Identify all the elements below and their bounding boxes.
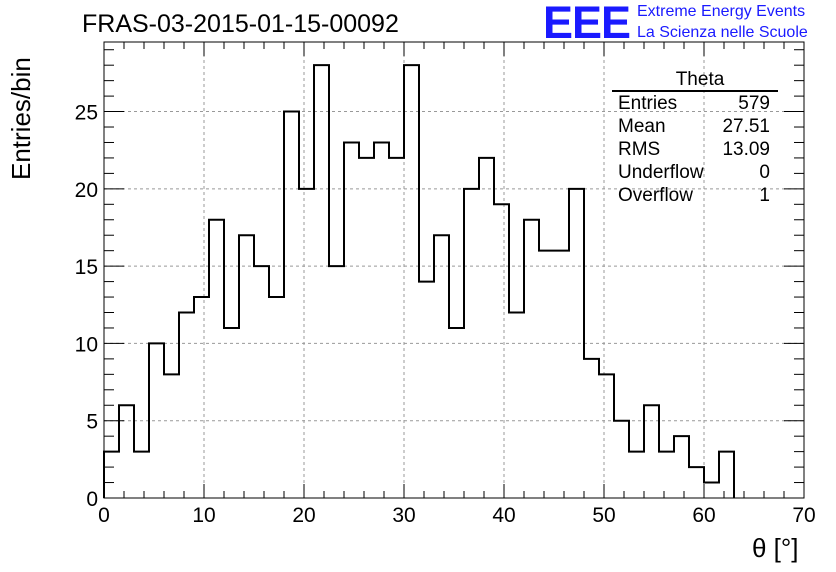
histogram-bin xyxy=(134,452,149,498)
stats-value: 13.09 xyxy=(722,139,770,160)
histogram-bin xyxy=(479,158,494,498)
x-tick-label: 30 xyxy=(392,504,415,527)
stats-row-rms: RMS 13.09 xyxy=(612,138,778,161)
histogram-bin xyxy=(389,158,404,498)
histogram-bin xyxy=(464,189,479,498)
histogram-bin xyxy=(719,452,734,498)
histogram-bin xyxy=(509,313,524,498)
y-tick-label: 10 xyxy=(75,333,98,356)
stats-label: RMS xyxy=(618,139,661,160)
histogram-bin xyxy=(194,297,209,498)
y-tick-label: 0 xyxy=(86,488,98,511)
stats-row-overflow: Overflow 1 xyxy=(612,184,778,207)
stats-title: Theta xyxy=(612,70,778,92)
y-tick-label: 5 xyxy=(86,411,98,434)
histogram-bin xyxy=(419,282,434,498)
stats-value: 1 xyxy=(759,185,770,206)
histogram-bin xyxy=(674,436,689,498)
x-tick-label: 50 xyxy=(592,504,615,527)
histogram-bin xyxy=(149,343,164,498)
histogram-bin xyxy=(119,405,134,498)
histogram-bin xyxy=(224,328,239,498)
stats-row-mean: Mean 27.51 xyxy=(612,115,778,138)
stats-label: Overflow xyxy=(618,185,693,206)
histogram-bin xyxy=(209,220,224,498)
histogram-bin xyxy=(524,220,539,498)
stats-box: Theta Entries 579 Mean 27.51 RMS 13.09 U… xyxy=(612,70,778,207)
stats-label: Underflow xyxy=(618,162,704,183)
histogram-bin xyxy=(239,235,254,498)
histogram-bin xyxy=(704,483,719,498)
histogram-bin xyxy=(329,266,344,498)
histogram-bin xyxy=(584,359,599,498)
histogram-bin xyxy=(104,452,119,498)
histogram-bin xyxy=(614,421,629,498)
plot-frame xyxy=(103,41,805,499)
histogram-bin xyxy=(164,374,179,498)
stats-value: 579 xyxy=(738,93,770,114)
eee-logo: EEE xyxy=(543,0,631,48)
histogram-bin xyxy=(554,251,569,498)
histogram-bin xyxy=(629,452,644,498)
stats-row-underflow: Underflow 0 xyxy=(612,161,778,184)
histogram-bin xyxy=(434,235,449,498)
histogram-outline xyxy=(103,64,735,498)
y-tick-label: 20 xyxy=(75,179,98,202)
stats-label: Mean xyxy=(618,116,666,137)
histogram-bin xyxy=(539,251,554,498)
histogram-bin xyxy=(644,405,659,498)
histogram-bin xyxy=(404,65,419,498)
histogram-bin xyxy=(179,313,194,498)
logo-subtitle-line2: La Scienza nelle Scuole xyxy=(637,24,808,41)
stats-value: 0 xyxy=(759,162,770,183)
histogram-bin xyxy=(494,204,509,498)
x-tick-label: 60 xyxy=(692,504,715,527)
y-axis-label: Entries/bin xyxy=(6,57,36,180)
histogram-bin xyxy=(344,142,359,498)
logo-subtitle-line1: Extreme Energy Events xyxy=(637,3,806,20)
stats-label: Entries xyxy=(618,93,678,114)
histogram-bin xyxy=(254,266,269,498)
histogram-bin xyxy=(374,142,389,498)
x-tick-label: 10 xyxy=(192,504,215,527)
histogram-bin xyxy=(269,297,284,498)
stats-row-entries: Entries 579 xyxy=(612,92,778,115)
histogram-bin xyxy=(299,189,314,498)
histogram-bin xyxy=(284,112,299,498)
histogram-bin xyxy=(599,374,614,498)
stats-value: 27.51 xyxy=(722,116,770,137)
histogram-bin xyxy=(689,467,704,498)
x-tick-label: 40 xyxy=(492,504,515,527)
x-tick-label: 70 xyxy=(792,504,815,527)
histogram-bin xyxy=(359,158,374,498)
y-tick-label: 25 xyxy=(75,102,98,125)
run-title: FRAS-03-2015-01-15-00092 xyxy=(82,10,399,38)
histogram-bin xyxy=(314,65,329,498)
x-tick-label: 20 xyxy=(292,504,315,527)
x-tick-label: 0 xyxy=(98,504,110,527)
x-axis-label: θ [°] xyxy=(752,533,799,563)
histogram-bin xyxy=(449,328,464,498)
y-tick-label: 15 xyxy=(75,256,98,279)
histogram-bin xyxy=(569,189,584,498)
histogram-bin xyxy=(659,452,674,498)
